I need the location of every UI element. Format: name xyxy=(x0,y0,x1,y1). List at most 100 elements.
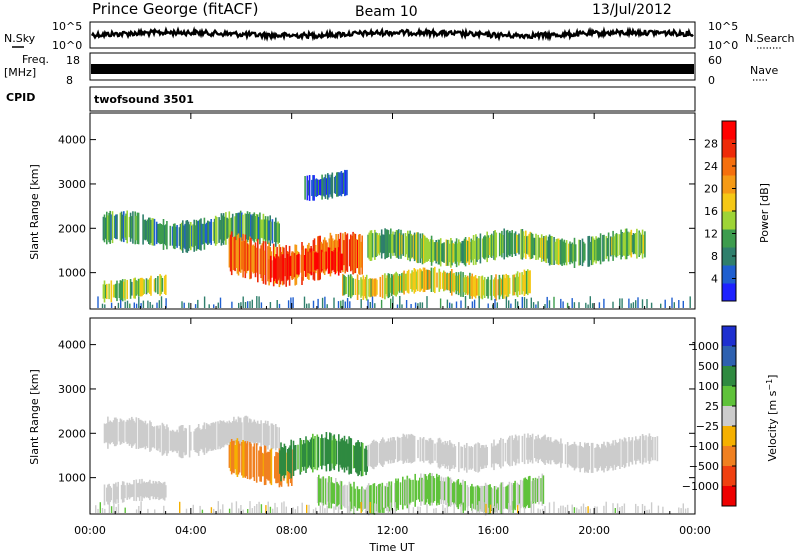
power-feature-3 xyxy=(342,266,531,301)
velocity-feature-5 xyxy=(103,478,167,506)
power-colorbar-swatch xyxy=(722,139,736,158)
freq-label: Freq. xyxy=(22,53,49,66)
station-title: Prince George (fitACF) xyxy=(92,0,258,18)
velocity-colorbar-tick-label: 1000 xyxy=(691,340,719,353)
power-feature-5 xyxy=(367,228,646,268)
x-tick-label: 00:00 xyxy=(74,524,106,537)
power-y-axis: 1000 2000 3000 4000 xyxy=(58,134,695,280)
nave-label: Nave xyxy=(750,64,778,77)
freq-tick-bottom: 8 xyxy=(66,74,73,87)
cpid-label: CPID xyxy=(6,91,35,104)
cpid-panel-frame xyxy=(89,86,696,112)
nsky-tick-bottom: 10^0 xyxy=(52,39,82,52)
velocity-colorbar: 1000 500 100 25 −25 −100 −500 −1000 xyxy=(682,325,737,507)
freq-trace xyxy=(91,64,694,74)
x-axis-label: Time UT xyxy=(368,541,414,554)
power-colorbar-tick-label: 12 xyxy=(704,228,718,241)
velocity-colorbar-swatch xyxy=(722,446,736,467)
power-feature-2 xyxy=(267,247,343,283)
beam-title: Beam 10 xyxy=(355,4,418,20)
power-colorbar-swatch xyxy=(722,229,736,248)
nave-tick-top: 60 xyxy=(708,54,722,67)
x-tick-label: 08:00 xyxy=(276,524,308,537)
freq-unit-label: [MHz] xyxy=(4,66,36,79)
date-title: 13/Jul/2012 xyxy=(592,2,672,18)
power-colorbar-swatch xyxy=(722,283,736,302)
velocity-colorbar-tick-label: 25 xyxy=(705,400,719,413)
cpid-value: twofsound 3501 xyxy=(94,93,194,106)
power-colorbar: 4 8 12 16 20 24 28 xyxy=(704,120,737,302)
velocity-colorbar-tick-label: 100 xyxy=(698,380,719,393)
nave-tick-bottom: 0 xyxy=(708,74,715,87)
nsearch-tick-bottom: 10^0 xyxy=(708,39,738,52)
time-x-axis: 00:00 04:00 08:00 12:00 16:00 20:00 00:00 xyxy=(74,113,711,537)
velocity-colorbar-swatch xyxy=(722,466,736,487)
power-near-range-band xyxy=(97,296,691,308)
power-y-tick-label: 4000 xyxy=(58,134,86,147)
velocity-colorbar-swatch xyxy=(722,346,736,367)
power-colorbar-tick-label: 4 xyxy=(711,273,718,286)
x-tick-label: 16:00 xyxy=(477,524,509,537)
velocity-y-tick-label: 2000 xyxy=(58,427,86,440)
nsky-trace xyxy=(90,26,694,42)
velocity-near-range-band xyxy=(95,501,689,513)
velocity-colorbar-tick-label: −1000 xyxy=(682,480,719,493)
power-y-tick-label: 1000 xyxy=(58,267,86,280)
x-tick-label: 20:00 xyxy=(578,524,610,537)
power-colorbar-tick-label: 16 xyxy=(704,205,718,218)
power-colorbar-swatch xyxy=(722,193,736,212)
x-tick-label: 04:00 xyxy=(175,524,207,537)
velocity-colorbar-swatch xyxy=(722,486,736,507)
velocity-y-label: Slant Range [km] xyxy=(28,369,41,465)
velocity-heatmap xyxy=(95,415,689,516)
velocity-colorbar-label: Velocity [m s−1] xyxy=(765,375,779,462)
power-colorbar-swatch xyxy=(722,157,736,176)
power-y-tick-label: 3000 xyxy=(58,178,86,191)
power-heatmap xyxy=(97,169,691,308)
power-colorbar-swatch xyxy=(722,121,736,140)
velocity-colorbar-swatch xyxy=(722,406,736,427)
velocity-colorbar-tick-label: −25 xyxy=(696,420,719,433)
power-colorbar-swatch xyxy=(722,211,736,230)
power-colorbar-swatch xyxy=(722,265,736,284)
velocity-colorbar-frame xyxy=(721,325,737,507)
velocity-colorbar-swatch xyxy=(722,386,736,407)
power-colorbar-swatch xyxy=(722,247,736,266)
velocity-colorbar-tick-label: 500 xyxy=(698,360,719,373)
nsky-tick-top: 10^5 xyxy=(52,20,82,33)
nsky-panel-frame xyxy=(89,21,696,49)
freq-tick-top: 18 xyxy=(66,54,80,67)
velocity-colorbar-tick-label: −100 xyxy=(689,440,719,453)
velocity-feature-4 xyxy=(367,433,659,473)
power-y-label: Slant Range [km] xyxy=(28,164,41,260)
power-colorbar-label: Power [dB] xyxy=(758,183,771,243)
power-feature-0 xyxy=(102,210,280,253)
power-colorbar-tick-label: 24 xyxy=(704,160,718,173)
velocity-y-axis: 1000 2000 3000 4000 xyxy=(58,339,695,485)
x-tick-label: 12:00 xyxy=(377,524,409,537)
power-colorbar-tick-label: 28 xyxy=(704,138,718,151)
power-colorbar-tick-label: 20 xyxy=(704,183,718,196)
velocity-feature-3 xyxy=(316,472,545,516)
power-feature-6 xyxy=(304,169,348,201)
power-colorbar-swatch xyxy=(722,175,736,194)
velocity-colorbar-swatch xyxy=(722,366,736,387)
power-y-tick-label: 2000 xyxy=(58,222,86,235)
velocity-feature-0 xyxy=(103,415,280,459)
velocity-y-tick-label: 4000 xyxy=(58,339,86,352)
velocity-colorbar-swatch xyxy=(722,426,736,447)
nsearch-label: N.Search xyxy=(745,32,795,45)
power-feature-4 xyxy=(102,274,167,303)
velocity-colorbar-swatch xyxy=(722,326,736,347)
freq-panel-frame xyxy=(89,52,696,81)
velocity-colorbar-tick-label: −500 xyxy=(689,460,719,473)
power-colorbar-tick-label: 8 xyxy=(711,250,718,263)
nsky-line xyxy=(90,26,694,42)
velocity-y-tick-label: 3000 xyxy=(58,383,86,396)
velocity-panel-frame xyxy=(89,317,696,515)
nsearch-tick-top: 10^5 xyxy=(708,20,738,33)
nsky-label: N.Sky xyxy=(4,32,36,45)
velocity-feature-2 xyxy=(279,432,368,482)
x-tick-label: 00:00 xyxy=(679,524,711,537)
